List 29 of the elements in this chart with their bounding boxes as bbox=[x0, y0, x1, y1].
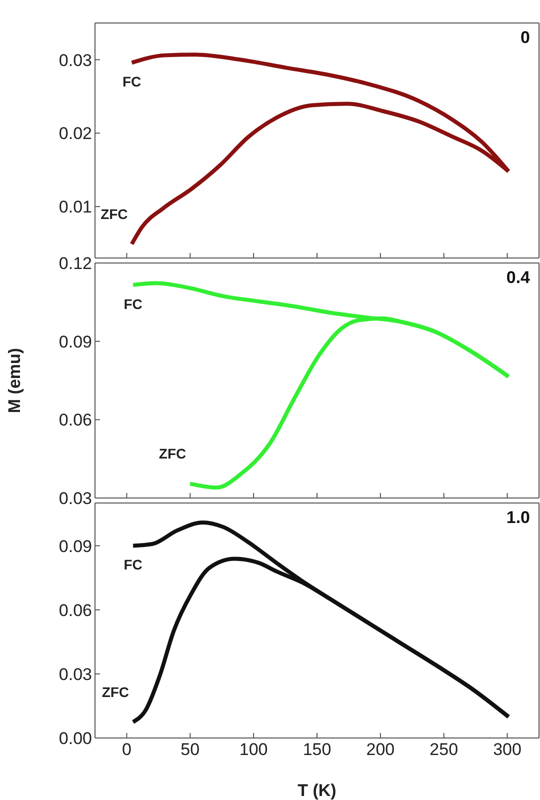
annotation: 1.0 bbox=[506, 508, 530, 528]
y-tick-label: 0.09 bbox=[58, 536, 92, 556]
series-label: FC bbox=[124, 296, 142, 312]
series-label: FC bbox=[122, 74, 142, 90]
series-label: ZFC bbox=[158, 446, 186, 462]
annotation: 0.4 bbox=[506, 268, 530, 288]
x-tick-label: 300 bbox=[493, 740, 522, 760]
y-tick-label: 0.03 bbox=[58, 489, 92, 508]
y-tick-label: 0.03 bbox=[58, 50, 92, 70]
x-tick-label: 250 bbox=[430, 740, 458, 760]
x-tick-label: 150 bbox=[302, 740, 332, 760]
y-tick-label: 0.02 bbox=[58, 124, 92, 144]
y-tick-label: 0.09 bbox=[58, 332, 92, 352]
y-tick-label: 0.06 bbox=[58, 600, 92, 620]
y-tick-label: 0.01 bbox=[58, 198, 92, 217]
y-axis-title: M (emu) bbox=[5, 348, 24, 414]
x-tick-label: 100 bbox=[239, 740, 268, 760]
y-tick-label: 0.12 bbox=[58, 254, 92, 274]
annotation: 0 bbox=[520, 28, 530, 48]
x-tick-label: 0 bbox=[122, 740, 132, 760]
x-tick-label: 200 bbox=[366, 740, 395, 760]
series-label: FC bbox=[124, 556, 142, 573]
series-label: ZFC bbox=[102, 684, 130, 700]
y-tick-label: 0.00 bbox=[58, 729, 92, 748]
y-tick-label: 0.06 bbox=[58, 410, 92, 430]
x-axis-title: T (K) bbox=[298, 781, 336, 800]
x-tick-label: 50 bbox=[180, 740, 200, 760]
series-label: ZFC bbox=[100, 206, 128, 222]
y-tick-label: 0.03 bbox=[58, 664, 92, 684]
